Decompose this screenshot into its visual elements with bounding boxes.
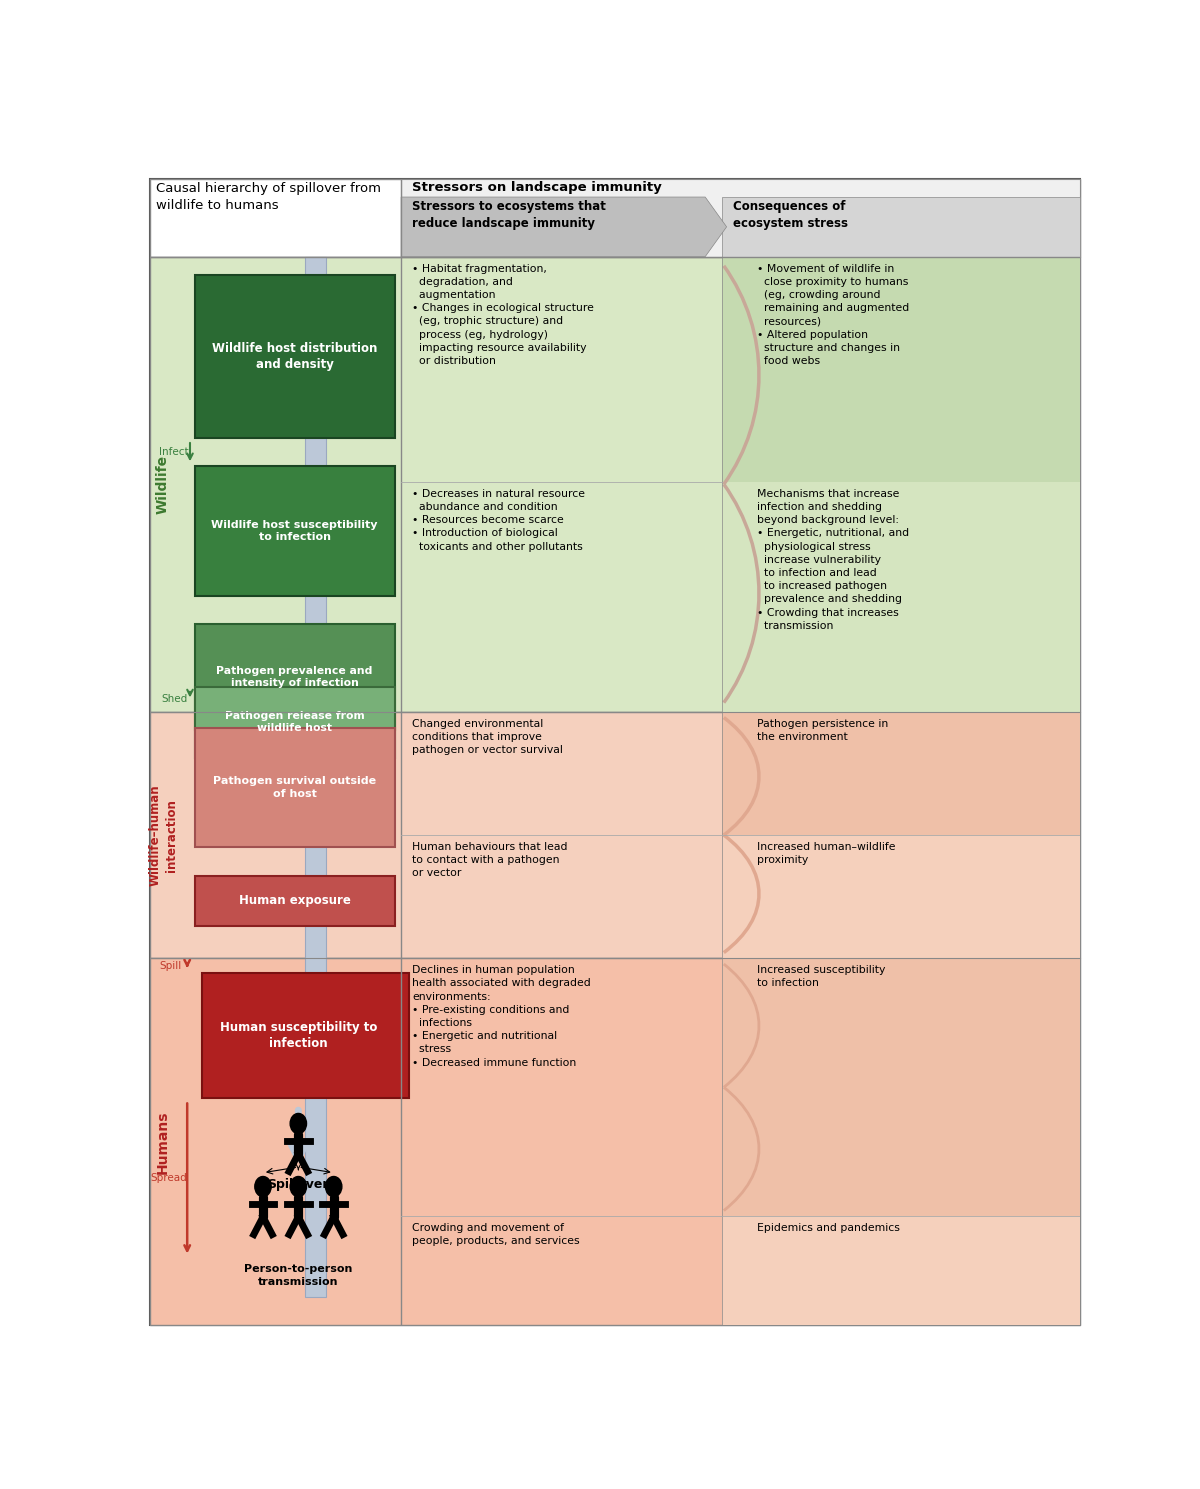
- FancyBboxPatch shape: [194, 624, 395, 730]
- Text: • Movement of wildlife in
  close proximity to humans
  (eg, crowding around
  r: • Movement of wildlife in close proximit…: [757, 264, 910, 366]
- FancyBboxPatch shape: [722, 835, 1080, 959]
- FancyBboxPatch shape: [722, 1217, 1080, 1325]
- Text: Infect: Infect: [160, 447, 188, 457]
- Text: Wildlife–human
interaction: Wildlife–human interaction: [149, 785, 178, 886]
- Circle shape: [290, 1176, 306, 1197]
- FancyBboxPatch shape: [150, 179, 1080, 256]
- Polygon shape: [401, 197, 727, 256]
- FancyBboxPatch shape: [194, 275, 395, 438]
- Text: • Decreases in natural resource
  abundance and condition
• Resources become sca: • Decreases in natural resource abundanc…: [413, 488, 586, 551]
- Circle shape: [325, 1176, 342, 1197]
- FancyBboxPatch shape: [305, 256, 325, 1297]
- Text: Pathogen prevalence and
intensity of infection: Pathogen prevalence and intensity of inf…: [216, 666, 373, 688]
- Text: Pathogen persistence in
the environment: Pathogen persistence in the environment: [757, 719, 888, 742]
- FancyBboxPatch shape: [150, 712, 1080, 959]
- Text: • Habitat fragmentation,
  degradation, and
  augmentation
• Changes in ecologic: • Habitat fragmentation, degradation, an…: [413, 264, 594, 366]
- FancyBboxPatch shape: [722, 959, 1080, 1217]
- FancyBboxPatch shape: [722, 256, 1080, 482]
- FancyBboxPatch shape: [722, 712, 1080, 835]
- Text: Mechanisms that increase
infection and shedding
beyond background level:
• Energ: Mechanisms that increase infection and s…: [757, 488, 910, 631]
- Text: Crowding and movement of
people, products, and services: Crowding and movement of people, product…: [413, 1222, 580, 1246]
- FancyBboxPatch shape: [194, 686, 395, 758]
- Text: Pathogen release from
wildlife host: Pathogen release from wildlife host: [224, 710, 365, 734]
- Text: Wildlife host susceptibility
to infection: Wildlife host susceptibility to infectio…: [211, 520, 378, 542]
- Text: Humans: Humans: [156, 1109, 170, 1173]
- Circle shape: [290, 1114, 306, 1133]
- Text: Increased human–wildlife
proximity: Increased human–wildlife proximity: [757, 841, 895, 865]
- Text: Stressors on landscape immunity: Stressors on landscape immunity: [413, 182, 662, 194]
- FancyBboxPatch shape: [194, 728, 395, 847]
- Text: Pathogen survival outside
of host: Pathogen survival outside of host: [214, 776, 376, 798]
- FancyBboxPatch shape: [202, 974, 409, 1099]
- Text: Increased susceptibility
to infection: Increased susceptibility to infection: [757, 965, 886, 989]
- Text: Spread: Spread: [150, 1173, 187, 1184]
- Text: Shed: Shed: [161, 694, 187, 704]
- Text: Spillover: Spillover: [268, 1178, 329, 1191]
- FancyBboxPatch shape: [150, 256, 1080, 712]
- FancyBboxPatch shape: [401, 179, 1080, 256]
- FancyBboxPatch shape: [722, 197, 1080, 256]
- Text: Declines in human population
health associated with degraded
environments:
• Pre: Declines in human population health asso…: [413, 965, 592, 1068]
- Text: Wildlife host distribution
and density: Wildlife host distribution and density: [212, 342, 377, 371]
- Text: Human exposure: Human exposure: [239, 895, 350, 907]
- Text: Human susceptibility to
infection: Human susceptibility to infection: [220, 1021, 377, 1050]
- Text: Changed environmental
conditions that improve
pathogen or vector survival: Changed environmental conditions that im…: [413, 719, 563, 755]
- Text: Human behaviours that lead
to contact with a pathogen
or vector: Human behaviours that lead to contact wi…: [413, 841, 568, 879]
- Circle shape: [254, 1176, 271, 1197]
- FancyBboxPatch shape: [150, 179, 1080, 1325]
- Text: Person-to-person
transmission: Person-to-person transmission: [244, 1264, 353, 1286]
- Text: Consequences of
ecosystem stress: Consequences of ecosystem stress: [733, 201, 848, 231]
- Text: Spill: Spill: [160, 960, 181, 971]
- FancyBboxPatch shape: [194, 876, 395, 926]
- FancyBboxPatch shape: [194, 466, 395, 596]
- FancyBboxPatch shape: [722, 482, 1080, 712]
- Text: Wildlife: Wildlife: [156, 454, 170, 514]
- Text: Epidemics and pandemics: Epidemics and pandemics: [757, 1222, 900, 1233]
- Text: Stressors to ecosystems that
reduce landscape immunity: Stressors to ecosystems that reduce land…: [413, 201, 606, 231]
- Text: Causal hierarchy of spillover from
wildlife to humans: Causal hierarchy of spillover from wildl…: [156, 182, 380, 211]
- FancyBboxPatch shape: [150, 959, 1080, 1325]
